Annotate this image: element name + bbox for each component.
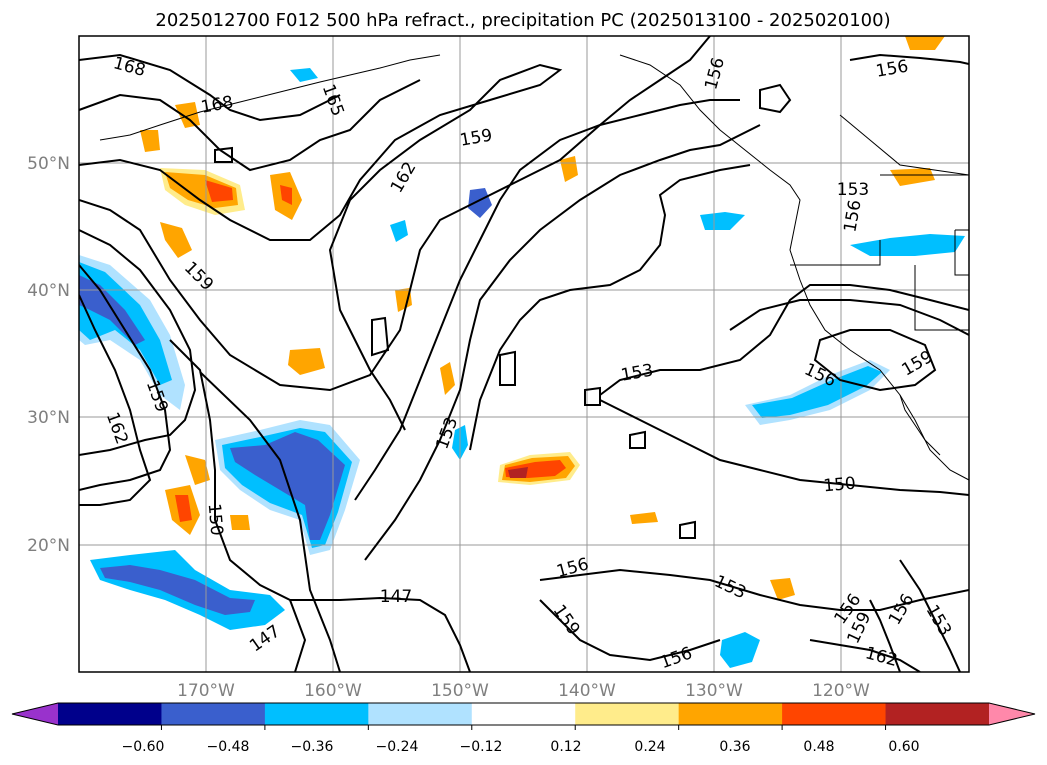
lon-label: 120°W: [812, 681, 870, 701]
colorbar-segment: [58, 703, 162, 725]
colorbar-tick-label: 0.12: [550, 739, 581, 755]
contour-label: 150: [204, 503, 227, 537]
lat-label: 20°N: [27, 536, 70, 556]
contour-label: 150: [823, 474, 857, 497]
lon-label: 150°W: [431, 681, 489, 701]
colorbar-tick-label: 0.36: [719, 739, 750, 755]
map-background: [79, 36, 969, 672]
colorbar-segment: [471, 703, 576, 725]
colorbar-segment: [161, 703, 266, 725]
shade-orange-12: [770, 578, 795, 600]
colorbar-ticks: [160, 725, 887, 730]
shade-orange-13: [630, 512, 658, 524]
contour-label: 147: [380, 587, 412, 607]
shade-darkred-1: [508, 467, 528, 478]
shade-orange-6: [288, 348, 325, 375]
lat-label: 50°N: [27, 154, 70, 174]
colorbar-segment: [264, 703, 369, 725]
shade-orange-4: [160, 222, 192, 258]
lat-label: 30°N: [27, 408, 70, 428]
colorbar-segment: [368, 703, 473, 725]
colorbar-tick-label: −0.48: [207, 739, 250, 755]
shade-orange-7: [185, 455, 210, 485]
colorbar-tick-label: 0.24: [634, 739, 665, 755]
colorbar-labels: −0.60 −0.48 −0.36 −0.24 −0.12 0.12 0.24 …: [122, 739, 920, 755]
colorbar-tick-label: −0.24: [376, 739, 419, 755]
shade-cyan-small-3: [290, 68, 318, 82]
lon-label: 170°W: [177, 681, 235, 701]
shade-red-3: [280, 185, 292, 205]
precipitation-shading: [79, 36, 965, 668]
colorbar: −0.60 −0.48 −0.36 −0.24 −0.12 0.12 0.24 …: [11, 702, 1036, 755]
figure-title: 2025012700 F012 500 hPa refract., precip…: [155, 10, 890, 31]
shade-orange-9: [890, 168, 935, 186]
shade-orange-14: [175, 102, 200, 128]
colorbar-outline: [11, 702, 1036, 726]
shade-orange-11: [440, 362, 455, 395]
colorbar-extend-min: [12, 703, 58, 725]
latitude-labels: 50°N 40°N 30°N 20°N: [27, 154, 70, 556]
shade-cyan-eastern-4: [700, 212, 745, 230]
colorbar-segment: [678, 703, 783, 725]
shade-cyan-eastern-2: [752, 366, 882, 418]
shade-cyan-eastern-5: [720, 632, 760, 668]
coastlines: [99, 54, 969, 481]
lon-label: 140°W: [558, 681, 616, 701]
longitude-labels: 170°W 160°W 150°W 140°W 130°W 120°W: [177, 681, 870, 701]
shade-orange-15: [140, 130, 160, 152]
colorbar-tick-label: 0.48: [803, 739, 834, 755]
refractivity-contours: [79, 36, 969, 672]
lon-label: 160°W: [304, 681, 362, 701]
contour-label: 153: [837, 180, 869, 200]
colorbar-segment: [885, 703, 990, 725]
colorbar-segments: [11, 702, 1036, 726]
shade-red-5: [175, 495, 192, 522]
shade-cyan-eastern-3: [850, 234, 965, 256]
map-frame: [78, 35, 970, 673]
shade-cyan-small-1: [468, 188, 492, 218]
colorbar-tick-label: −0.36: [291, 739, 334, 755]
shade-orange-17: [230, 515, 250, 530]
colorbar-extend-max: [989, 703, 1035, 725]
shade-cyan-small-4: [390, 220, 408, 242]
shade-orange-8: [905, 36, 945, 50]
colorbar-tick-label: 0.60: [888, 739, 919, 755]
colorbar-segment: [575, 703, 680, 725]
shade-blue-southwest: [100, 565, 255, 615]
shade-blue-central: [230, 432, 345, 540]
colorbar-tick-label: −0.12: [460, 739, 503, 755]
shade-orange-16: [395, 288, 412, 312]
colorbar-segment: [782, 703, 887, 725]
shade-red-2: [205, 180, 233, 202]
map-panel: 168 168 165 159 162 159 159 162 150 147 …: [78, 35, 970, 673]
lat-label: 40°N: [27, 281, 70, 301]
colorbar-tick-label: −0.60: [122, 739, 165, 755]
lon-label: 130°W: [685, 681, 743, 701]
